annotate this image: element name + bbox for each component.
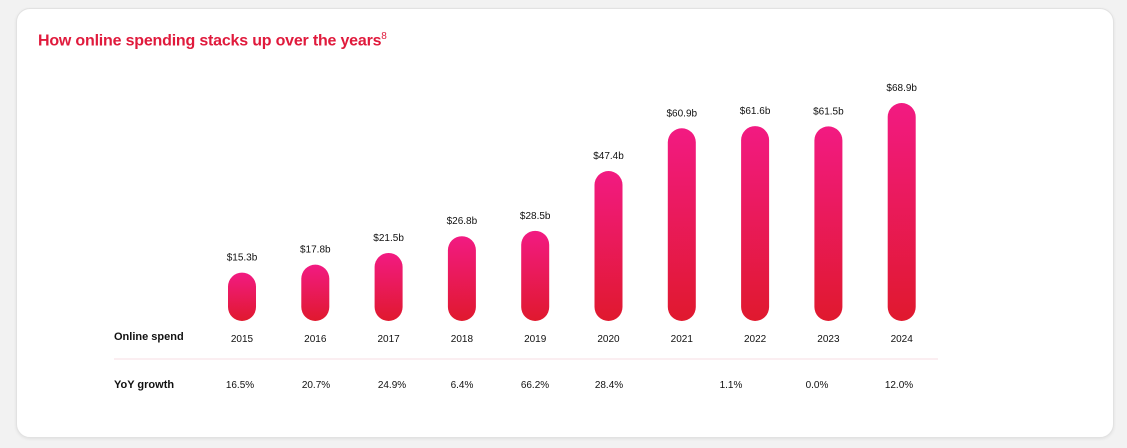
bar bbox=[594, 171, 623, 321]
yoy-growth-value: 16.5% bbox=[226, 380, 254, 391]
value-label: $68.9b bbox=[886, 83, 917, 94]
yoy-growth-value: 28.4% bbox=[595, 380, 623, 391]
value-label: $28.5b bbox=[520, 211, 551, 222]
yoy-growth-value: 12.0% bbox=[885, 380, 913, 391]
yoy-growth-value: 66.2% bbox=[521, 380, 549, 391]
bar bbox=[741, 126, 770, 321]
bar bbox=[447, 236, 476, 321]
bar bbox=[301, 264, 330, 321]
bar bbox=[228, 272, 256, 321]
year-label: 2024 bbox=[891, 334, 914, 345]
year-label: 2015 bbox=[231, 334, 254, 345]
row-label-spend: Online spend bbox=[114, 331, 184, 343]
year-label: 2023 bbox=[817, 334, 840, 345]
value-label: $17.8b bbox=[300, 245, 331, 256]
chart-card: How online spending stacks up over the y… bbox=[16, 8, 1114, 438]
yoy-growth-value: 20.7% bbox=[302, 380, 330, 391]
yoy-growth-value: 6.4% bbox=[451, 380, 474, 391]
chart-title-text: How online spending stacks up over the y… bbox=[38, 32, 382, 50]
year-label: 2019 bbox=[524, 334, 547, 345]
bar bbox=[521, 230, 550, 321]
year-label: 2018 bbox=[451, 334, 474, 345]
value-label: $47.4b bbox=[593, 151, 624, 162]
year-label: 2021 bbox=[671, 334, 694, 345]
yoy-growth-value: 24.9% bbox=[378, 380, 406, 391]
value-label: $61.5b bbox=[813, 106, 844, 117]
bar bbox=[814, 126, 843, 322]
value-label: $26.8b bbox=[447, 216, 478, 227]
bar bbox=[667, 128, 696, 321]
value-label: $60.9b bbox=[667, 108, 698, 119]
yoy-growth-value: 0.0% bbox=[806, 380, 829, 391]
bar bbox=[374, 252, 403, 321]
bar bbox=[887, 103, 916, 321]
row-label-growth: YoY growth bbox=[114, 379, 174, 391]
chart-title: How online spending stacks up over the y… bbox=[38, 31, 387, 50]
yoy-growth-value: 1.1% bbox=[720, 380, 743, 391]
value-label: $15.3b bbox=[227, 253, 258, 264]
footnote-marker: 8 bbox=[381, 31, 387, 42]
year-label: 2022 bbox=[744, 334, 767, 345]
year-label: 2016 bbox=[304, 334, 327, 345]
value-label: $21.5b bbox=[373, 233, 404, 244]
value-label: $61.6b bbox=[740, 106, 771, 117]
year-label: 2020 bbox=[597, 334, 620, 345]
year-label: 2017 bbox=[377, 334, 400, 345]
